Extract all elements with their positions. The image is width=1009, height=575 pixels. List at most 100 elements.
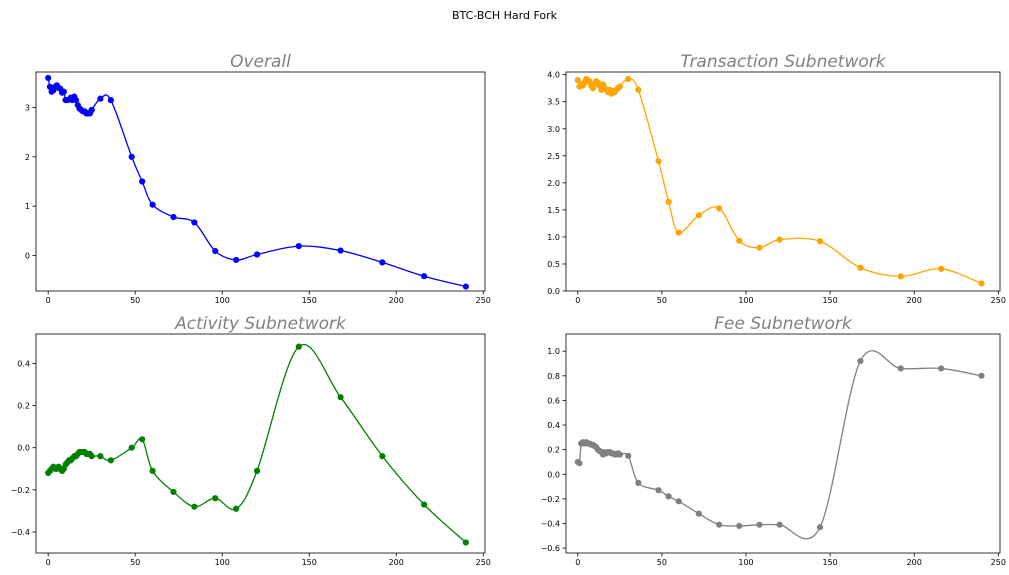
data-point-transaction: [616, 83, 623, 90]
data-point-overall: [170, 213, 177, 221]
data-point-activity: [379, 453, 386, 460]
y-tick-label: 2.5: [547, 152, 560, 161]
data-point-overall: [128, 153, 135, 160]
y-tick-label: −0.6: [541, 544, 560, 553]
data-point-activity: [253, 467, 261, 474]
figure-suptitle: BTC-BCH Hard Fork: [451, 9, 558, 22]
y-tick-label: 0.8: [547, 372, 560, 381]
y-tick-label: 0.0: [547, 287, 560, 296]
x-tick-label: 150: [302, 296, 317, 305]
x-tick-label: 250: [991, 296, 1006, 305]
axes-frame-fee: [565, 333, 1001, 554]
x-tick-label: 0: [46, 296, 51, 305]
panel-fee: Fee Subnetwork 0 50 100 150 200 250 −0.6 −0.4 −0.…: [541, 314, 1006, 567]
data-point-activity: [420, 501, 428, 508]
x-tick-label: 200: [389, 296, 404, 305]
data-point-fee: [978, 372, 985, 379]
panel-title-transaction: Transaction Subnetwork: [680, 52, 886, 72]
data-point-activity: [170, 488, 177, 496]
panel-title-fee: Fee Subnetwork: [714, 314, 853, 334]
y-tick-label: 3.5: [547, 98, 560, 107]
x-tick-label: 100: [215, 296, 230, 305]
data-point-activity: [107, 457, 114, 464]
data-point-fee: [655, 487, 662, 494]
y-tick-label: 1.5: [547, 206, 560, 215]
data-point-fee: [576, 460, 583, 467]
x-tick-label: 150: [822, 558, 837, 567]
data-point-overall: [212, 247, 219, 255]
y-tick-label: 4.0: [547, 71, 560, 80]
data-point-fee: [857, 357, 864, 365]
data-point-overall: [337, 247, 344, 254]
y-tick-label: 3.0: [547, 125, 560, 134]
panel-title-overall: Overall: [230, 52, 291, 72]
data-point-transaction: [978, 280, 985, 287]
x-tick-label: 250: [476, 558, 491, 567]
data-point-transaction: [816, 238, 824, 245]
data-point-overall: [45, 74, 52, 82]
x-tick-label: 0: [46, 558, 51, 567]
data-point-fee: [665, 493, 672, 500]
data-point-transaction: [938, 265, 945, 272]
data-point-overall: [295, 243, 302, 250]
data-point-transaction: [655, 158, 662, 165]
y-tick-label: 1: [25, 202, 30, 211]
y-tick-label: 0.4: [547, 421, 560, 430]
data-point-transaction: [574, 77, 581, 84]
data-point-overall: [233, 256, 240, 264]
data-point-overall: [379, 259, 386, 266]
data-point-transaction: [675, 229, 682, 236]
x-tick-label: 50: [130, 296, 140, 305]
panel-overall: Overall 0 50 100 150 200 250 0 1 2 3: [25, 52, 491, 305]
data-point-transaction: [715, 205, 723, 212]
y-tick-label: 3: [25, 104, 30, 113]
x-tick-label: 250: [476, 296, 491, 305]
panel-activity: Activity Subnetwork 0 50 100 150 200 250 −0.4 −0…: [11, 314, 491, 567]
data-point-activity: [191, 503, 198, 510]
data-point-activity: [337, 394, 344, 401]
x-tick-label: 250: [991, 558, 1006, 567]
x-tick-label: 0: [575, 558, 580, 567]
y-tick-label: 1.0: [547, 233, 560, 242]
axes-frame-overall: [35, 71, 486, 292]
y-tick-label: −0.4: [541, 519, 560, 528]
data-point-fee: [635, 479, 642, 486]
data-point-fee: [756, 521, 763, 528]
data-point-overall: [88, 106, 95, 114]
x-tick-label: 0: [575, 296, 580, 305]
x-tick-label: 100: [738, 296, 753, 305]
data-point-activity: [128, 444, 135, 451]
y-tick-label: 0.0: [17, 444, 30, 453]
series-line-activity: [47, 343, 467, 543]
data-point-fee: [695, 510, 702, 517]
data-point-activity: [233, 505, 240, 512]
data-point-transaction: [635, 86, 642, 93]
data-point-overall: [72, 97, 80, 104]
data-point-fee: [776, 521, 783, 528]
data-point-transaction: [897, 273, 904, 280]
data-point-overall: [139, 178, 146, 185]
y-tick-label: 0.6: [547, 396, 560, 405]
data-point-fee: [938, 365, 945, 372]
data-point-overall: [60, 88, 67, 95]
x-tick-label: 150: [822, 296, 837, 305]
axes-frame-transaction: [565, 71, 1001, 292]
y-tick-label: 2.0: [547, 179, 560, 188]
y-tick-label: 0.2: [547, 446, 560, 455]
data-point-fee: [897, 365, 904, 372]
data-point-fee: [616, 451, 623, 458]
data-point-fee: [675, 498, 682, 505]
data-point-activity: [462, 539, 469, 546]
x-tick-label: 50: [657, 296, 667, 305]
y-tick-label: 0.5: [547, 260, 560, 269]
y-tick-label: −0.4: [11, 528, 30, 537]
x-tick-label: 50: [657, 558, 667, 567]
data-point-activity: [139, 436, 146, 443]
y-tick-label: 0: [25, 251, 30, 260]
data-point-transaction: [857, 264, 864, 271]
y-tick-label: 0.0: [547, 470, 560, 479]
x-tick-label: 150: [302, 558, 317, 567]
data-point-transaction: [625, 75, 632, 83]
data-point-fee: [816, 524, 824, 531]
